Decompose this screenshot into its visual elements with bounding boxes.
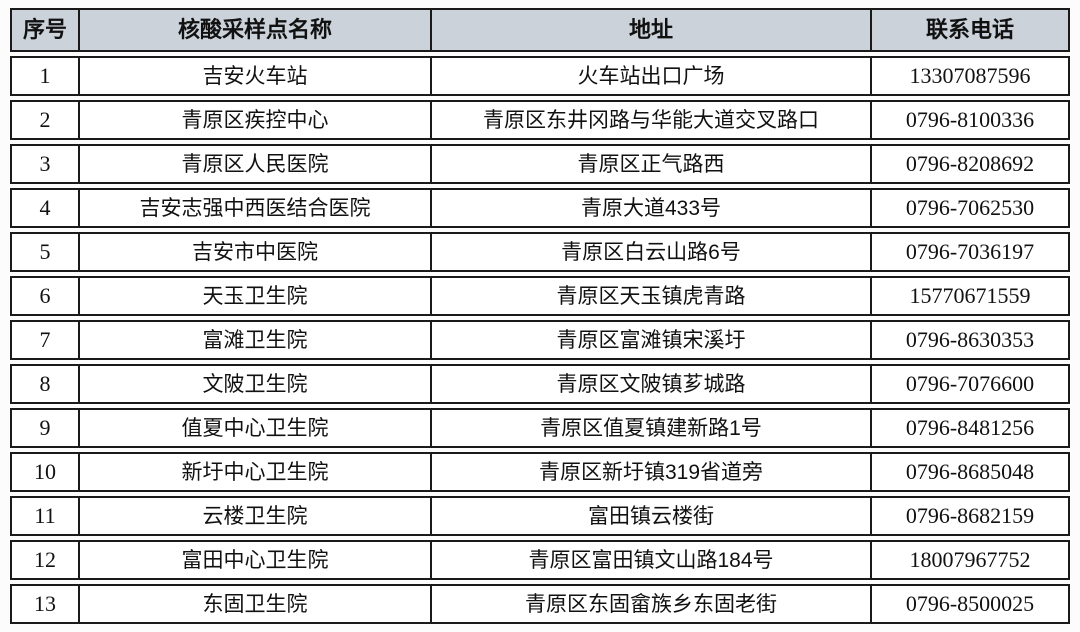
site-name: 吉安火车站: [78, 58, 430, 94]
site-name: 富滩卫生院: [78, 322, 430, 358]
row-number: 6: [39, 283, 51, 308]
row-number: 10: [34, 459, 56, 484]
site-address: 青原区东固畲族乡东固老街: [430, 586, 870, 622]
table-row: 2 青原区疾控中心 青原区东井冈路与华能大道交叉路口 0796-8100336: [10, 100, 1070, 140]
site-name: 文陂卫生院: [78, 366, 430, 402]
site-name: 吉安志强中西医结合医院: [78, 190, 430, 226]
site-address: 青原区文陂镇芗城路: [430, 366, 870, 402]
site-phone: 0796-7076600: [870, 366, 1068, 402]
table-row: 10 新圩中心卫生院 青原区新圩镇319省道旁 0796-8685048: [10, 452, 1070, 492]
site-name: 新圩中心卫生院: [78, 454, 430, 490]
site-address: 青原区新圩镇319省道旁: [430, 454, 870, 490]
site-address: 青原区正气路西: [430, 146, 870, 182]
site-phone: 0796-8500025: [870, 586, 1068, 622]
site-phone: 0796-8685048: [870, 454, 1068, 490]
table-body: 1 吉安火车站 火车站出口广场 13307087596 2 青原区疾控中心 青原…: [10, 56, 1070, 624]
table-row: 6 天玉卫生院 青原区天玉镇虎青路 15770671559: [10, 276, 1070, 316]
table-row: 3 青原区人民医院 青原区正气路西 0796-8208692: [10, 144, 1070, 184]
site-phone: 0796-7062530: [870, 190, 1068, 226]
row-number: 9: [39, 415, 51, 440]
sampling-points-table: 序号 核酸采样点名称 地址 联系电话 1 吉安火车站 火车站出口广场 13307…: [10, 8, 1070, 624]
site-address: 青原区富田镇文山路184号: [430, 542, 870, 578]
site-phone: 0796-8481256: [870, 410, 1068, 446]
site-address: 富田镇云楼街: [430, 498, 870, 534]
site-phone: 0796-8630353: [870, 322, 1068, 358]
site-address: 青原区富滩镇宋溪圩: [430, 322, 870, 358]
site-phone: 0796-8208692: [870, 146, 1068, 182]
header-num: 序号: [22, 17, 67, 42]
row-number: 4: [39, 195, 51, 220]
table-row: 12 富田中心卫生院 青原区富田镇文山路184号 18007967752: [10, 540, 1070, 580]
site-address: 青原区东井冈路与华能大道交叉路口: [430, 102, 870, 138]
row-number: 2: [39, 107, 51, 132]
row-number: 13: [34, 591, 56, 616]
row-number: 8: [39, 371, 51, 396]
site-phone: 0796-7036197: [870, 234, 1068, 270]
site-name: 东固卫生院: [78, 586, 430, 622]
table-row: 9 值夏中心卫生院 青原区值夏镇建新路1号 0796-8481256: [10, 408, 1070, 448]
row-number: 3: [39, 151, 51, 176]
site-phone: 13307087596: [870, 58, 1068, 94]
site-address: 青原区白云山路6号: [430, 234, 870, 270]
table-row: 7 富滩卫生院 青原区富滩镇宋溪圩 0796-8630353: [10, 320, 1070, 360]
site-phone: 0796-8100336: [870, 102, 1068, 138]
table-row: 5 吉安市中医院 青原区白云山路6号 0796-7036197: [10, 232, 1070, 272]
row-number: 7: [39, 327, 51, 352]
table-row: 1 吉安火车站 火车站出口广场 13307087596: [10, 56, 1070, 96]
row-number: 11: [34, 503, 56, 528]
site-address: 火车站出口广场: [430, 58, 870, 94]
site-name: 吉安市中医院: [78, 234, 430, 270]
site-name: 云楼卫生院: [78, 498, 430, 534]
row-number: 12: [34, 547, 56, 572]
site-name: 天玉卫生院: [78, 278, 430, 314]
row-number: 5: [39, 239, 51, 264]
site-phone: 15770671559: [870, 278, 1068, 314]
table-header-row: 序号 核酸采样点名称 地址 联系电话: [10, 8, 1070, 52]
site-address: 青原大道433号: [430, 190, 870, 226]
site-name: 青原区疾控中心: [78, 102, 430, 138]
site-phone: 0796-8682159: [870, 498, 1068, 534]
site-address: 青原区天玉镇虎青路: [430, 278, 870, 314]
site-name: 青原区人民医院: [78, 146, 430, 182]
row-number: 1: [39, 63, 51, 88]
header-address: 地址: [430, 10, 870, 50]
site-address: 青原区值夏镇建新路1号: [430, 410, 870, 446]
site-name: 富田中心卫生院: [78, 542, 430, 578]
table-row: 11 云楼卫生院 富田镇云楼街 0796-8682159: [10, 496, 1070, 536]
header-phone: 联系电话: [870, 10, 1068, 50]
table-row: 4 吉安志强中西医结合医院 青原大道433号 0796-7062530: [10, 188, 1070, 228]
table-row: 13 东固卫生院 青原区东固畲族乡东固老街 0796-8500025: [10, 584, 1070, 624]
table-row: 8 文陂卫生院 青原区文陂镇芗城路 0796-7076600: [10, 364, 1070, 404]
site-phone: 18007967752: [870, 542, 1068, 578]
site-name: 值夏中心卫生院: [78, 410, 430, 446]
header-name: 核酸采样点名称: [78, 10, 430, 50]
